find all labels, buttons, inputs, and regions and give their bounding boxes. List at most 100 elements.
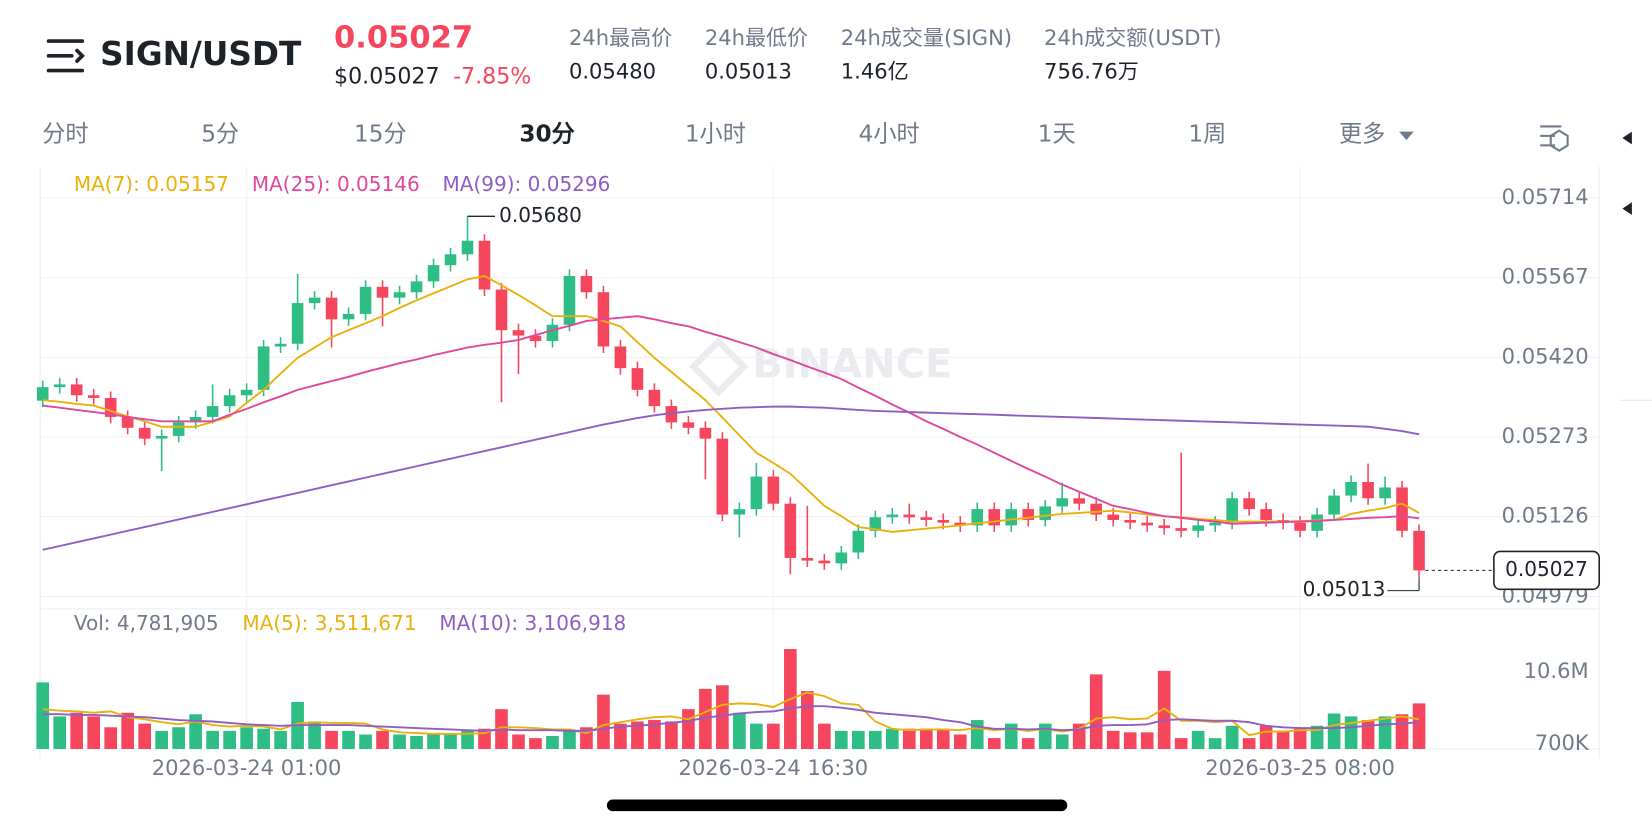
- volume-bar: [835, 730, 848, 749]
- candle-body: [206, 406, 219, 417]
- watermark: BINANCE: [752, 342, 952, 388]
- candle-body: [988, 509, 1001, 526]
- home-indicator: [606, 799, 1068, 812]
- indicator-settings-icon[interactable]: [1540, 125, 1569, 152]
- stat-label: 24h成交量(SIGN): [841, 25, 1012, 50]
- candle-body: [784, 503, 797, 558]
- volume-bar: [1123, 732, 1137, 749]
- volume-bar: [970, 720, 984, 749]
- volume-bar: [121, 712, 134, 749]
- high-label: 0.05680: [499, 203, 582, 227]
- candle-body: [903, 514, 916, 518]
- volume-bar: [1072, 723, 1086, 749]
- volume-bar: [138, 723, 151, 749]
- candle-body: [733, 509, 746, 515]
- price-change: -7.85%: [453, 63, 531, 89]
- ma-line: [42, 691, 1420, 737]
- stat-label: 24h成交额(USDT): [1044, 25, 1222, 50]
- interval-tab[interactable]: 分时: [42, 120, 88, 147]
- volume-bar: [240, 727, 253, 749]
- volume-bar: [1361, 720, 1375, 749]
- volume-bar: [851, 730, 865, 749]
- symbol[interactable]: SIGN/USDT: [100, 35, 302, 73]
- interval-tab[interactable]: 15分: [354, 120, 407, 147]
- interval-tab[interactable]: 1天: [1038, 120, 1076, 147]
- candle-body: [53, 384, 66, 388]
- volume-bar: [206, 730, 219, 749]
- candle-body: [427, 265, 440, 282]
- interval-tab[interactable]: 30分: [519, 120, 574, 147]
- candle-body: [257, 346, 270, 390]
- candle-body: [444, 254, 457, 266]
- volume-bar: [987, 738, 1001, 749]
- candle-body: [308, 297, 321, 304]
- volume-bar: [376, 730, 389, 749]
- interval-tab[interactable]: 4小时: [859, 120, 920, 147]
- interval-tab[interactable]: 更多: [1339, 120, 1385, 147]
- volume-bar: [1208, 738, 1222, 749]
- volume-bar: [308, 721, 321, 749]
- candle-body: [240, 389, 253, 396]
- interval-tab[interactable]: 1小时: [685, 120, 746, 147]
- candle-body: [631, 368, 644, 390]
- volume-bar: [189, 714, 202, 749]
- volume-bar: [1259, 725, 1273, 749]
- interval-tab[interactable]: 1周: [1188, 120, 1226, 147]
- y-tick-label: 0.05567: [1502, 264, 1589, 289]
- last-price-box: [1493, 550, 1601, 591]
- volume-bar: [257, 728, 270, 749]
- candle-body: [750, 476, 763, 510]
- candle-body: [648, 389, 661, 407]
- volume-bar: [699, 688, 712, 749]
- stat-label: 24h最高价: [569, 25, 672, 50]
- volume-bar: [1242, 738, 1256, 749]
- price-usd: $0.05027: [334, 63, 440, 89]
- candle-body: [512, 330, 525, 336]
- ma-line: [42, 275, 1420, 533]
- candle-body: [1090, 503, 1102, 515]
- volume-bar: [393, 734, 406, 749]
- y-tick-label: 0.05714: [1502, 184, 1589, 209]
- volume-bar: [801, 691, 814, 749]
- volume-bar: [461, 730, 474, 749]
- volume-bar: [1106, 730, 1120, 749]
- volume-bar: [546, 735, 559, 749]
- y-tick-label: 0.05126: [1502, 503, 1589, 528]
- candle-body: [1141, 522, 1153, 526]
- volume-bar: [733, 712, 746, 749]
- volume-bar: [818, 723, 831, 749]
- ma-line: [42, 405, 1420, 551]
- candle-body: [1107, 514, 1119, 520]
- volume-bar: [274, 730, 287, 749]
- volume-bar: [444, 734, 457, 749]
- candle-body: [223, 395, 236, 407]
- volume-bar: [953, 734, 967, 749]
- volume-bar: [1225, 725, 1239, 749]
- candle-body: [1073, 498, 1086, 504]
- volume-bar: [936, 728, 950, 749]
- candle-body: [665, 406, 678, 423]
- candle-body: [954, 522, 967, 526]
- candle-body: [1022, 509, 1035, 520]
- volume-label: Vol: 4,781,905: [74, 611, 219, 635]
- candle-body: [1345, 482, 1357, 496]
- volume-tick-label: 700K: [1535, 730, 1590, 755]
- candle-body: [70, 384, 83, 396]
- icon-hex: [1549, 129, 1569, 152]
- more-caret: [1399, 131, 1414, 141]
- chart: BINANCE 0.05714 0.05567 0.05420 0.05273 0.051…: [36, 166, 1601, 780]
- candle-body: [529, 335, 542, 342]
- volume-bar: [631, 721, 644, 749]
- candle-body: [410, 281, 423, 293]
- volume-bar: [1276, 730, 1290, 749]
- interval-tab[interactable]: 5分: [201, 120, 239, 147]
- volume-bar: [87, 716, 101, 749]
- volume-bar: [1293, 728, 1307, 749]
- candle-body: [1311, 514, 1323, 531]
- ma-line: [42, 315, 1420, 525]
- candle-body: [189, 416, 202, 423]
- ma-label: MA(99): 0.05296: [443, 172, 611, 196]
- menu-icon[interactable]: [46, 39, 85, 73]
